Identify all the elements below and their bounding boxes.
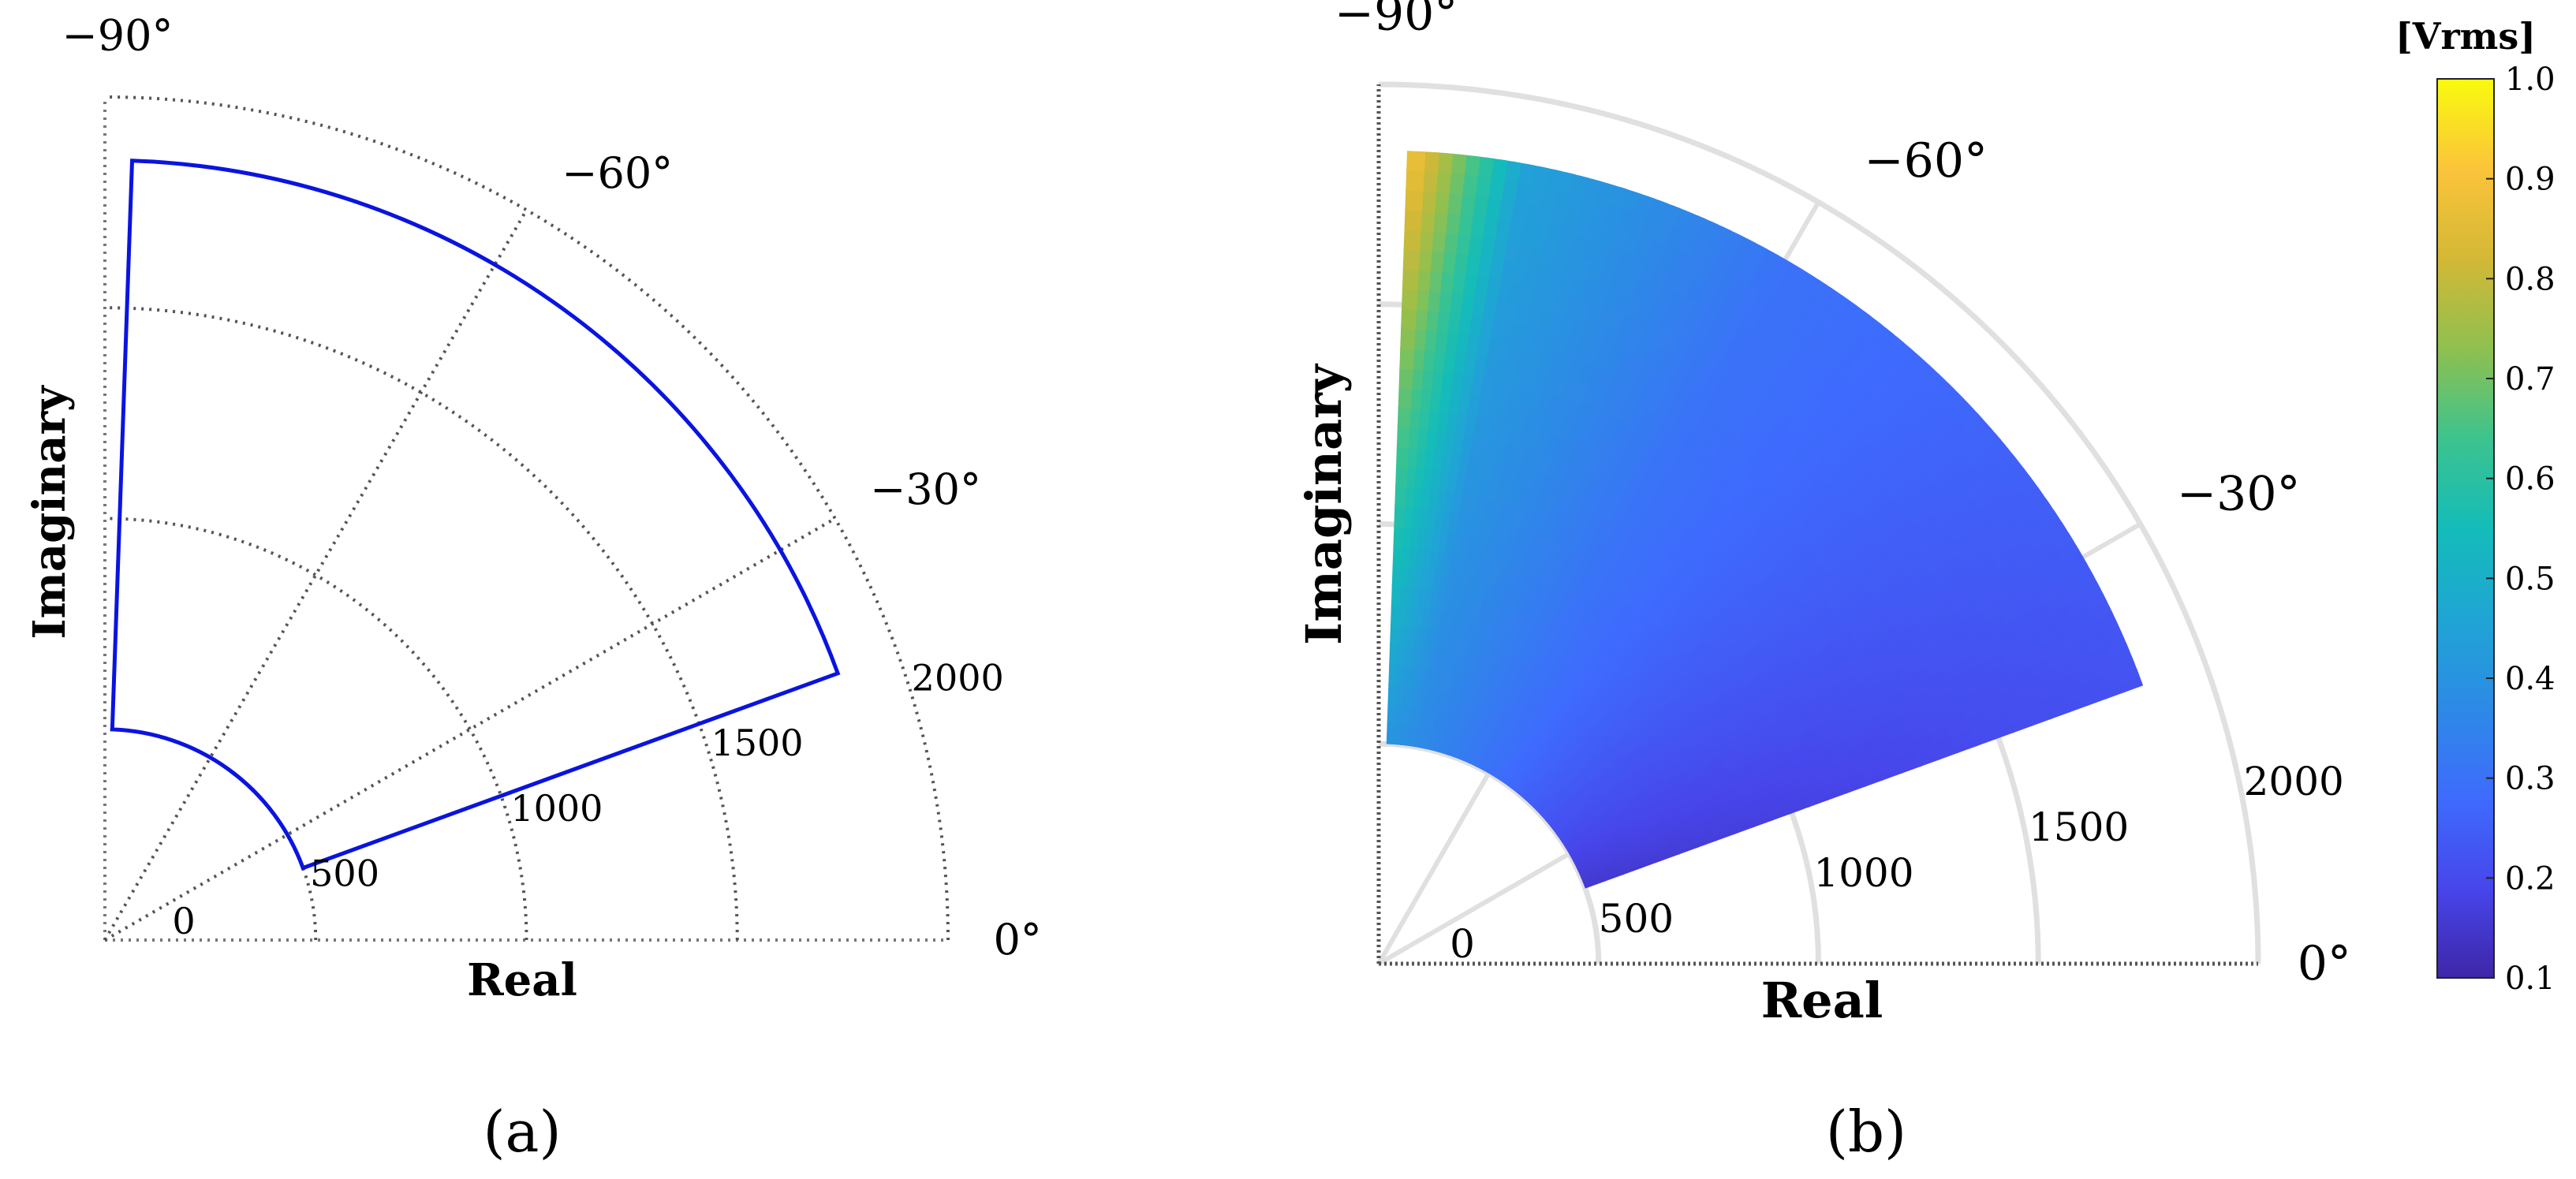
panel-a-radial-tick-label: 2000 (912, 657, 1004, 700)
panel-a-grid (103, 95, 950, 942)
panel-b-grid-circle (1378, 81, 2261, 964)
panel-a-grid-spoke (103, 517, 836, 942)
panel-a-angle-tick-label: −90° (62, 11, 174, 61)
colorbar-tick-label: 0.4 (2505, 661, 2555, 697)
panel-b-heat-cell (1393, 425, 1410, 449)
panel-b-label: (b) (1826, 1099, 1906, 1165)
panel-b-heat-cell (1402, 151, 1426, 172)
panel-b-chart: 0 500 1000 1500 2000 0° −30° −60° −90° Real Ima… (1295, 0, 2351, 1165)
panel-b-heat-cell (1399, 228, 1421, 252)
colorbar-tick-label: 0.9 (2505, 162, 2555, 198)
panel-a-radial-tick-label: 1000 (510, 787, 603, 830)
panel-b-radial-ticks: 0 500 1000 1500 2000 (1450, 759, 2344, 967)
panel-b-heat-cell (1400, 208, 1423, 232)
panel-b-heat-cell (1400, 188, 1424, 212)
panel-b-heat-cell (1386, 722, 1394, 745)
panel-b-heat-cell (1386, 702, 1394, 726)
panel-a-grid-circle (104, 306, 739, 941)
panel-a-label: (a) (483, 1099, 561, 1165)
panel-b-heat-cell (1391, 485, 1407, 508)
panel-b-radial-tick-label: 1500 (2029, 804, 2129, 850)
colorbar: 0.1 0.2 0.3 0.4 0.5 0.6 0.7 0.8 0.9 1.0 [Vrms] (2395, 15, 2555, 997)
panel-a-radial-tick-label: 0 (172, 900, 195, 942)
panel-b-radial-tick-label: 0 (1450, 921, 1475, 967)
panel-a-region-boundary (110, 159, 841, 871)
panel-a-ylabel: Imaginary (24, 385, 76, 640)
panel-a-angle-tick-label: −60° (562, 148, 673, 198)
panel-a-xlabel: Real (467, 954, 577, 1006)
colorbar-tick-label: 1.0 (2505, 62, 2555, 98)
colorbar-tick-label: 0.1 (2505, 961, 2555, 997)
panel-b-heat-cell (1389, 564, 1402, 587)
panel-a-grid-circle (104, 727, 318, 941)
panel-b-heat-cell (1398, 248, 1421, 271)
panel-b-heat-cell (1396, 326, 1416, 350)
panel-a-radial-ticks: 0 500 1000 1500 2000 (172, 657, 1003, 942)
panel-b-ylabel: Imaginary (1295, 363, 1353, 645)
panel-a-grid-spoke (103, 209, 528, 941)
panel-b-heat-cell (1398, 267, 1419, 291)
panel-a-radial-tick-label: 1500 (711, 722, 804, 764)
colorbar-tick-label: 0.8 (2505, 261, 2555, 297)
colorbar-unit: [Vrms] (2395, 15, 2536, 58)
panel-b-heat-cell (1395, 346, 1415, 370)
panel-b-heat-cell (1390, 544, 1403, 567)
panel-b-heat-cell (1394, 405, 1411, 429)
panel-b-heat-cell (1391, 524, 1405, 547)
panel-b-radial-tick-label: 500 (1599, 896, 1674, 942)
panel-b-radial-tick-label: 2000 (2244, 759, 2344, 804)
colorbar-tick-label: 0.2 (2505, 860, 2555, 897)
panel-a-region (110, 159, 841, 871)
panel-b-angle-tick-label: 0° (2298, 936, 2351, 991)
colorbar-bar (2436, 78, 2495, 979)
panel-b-heat-cell (1386, 662, 1397, 686)
colorbar-tick-label: 0.7 (2505, 361, 2555, 397)
colorbar-tick-label: 0.6 (2505, 461, 2555, 498)
panel-b-angle-tick-label: −90° (1335, 0, 1458, 41)
panel-b-heat-cell (1401, 168, 1425, 192)
colorbar-ticks: 0.1 0.2 0.3 0.4 0.5 0.6 0.7 0.8 0.9 1.0 (2486, 62, 2555, 997)
panel-b-heat-cell (1394, 386, 1413, 409)
panel-b-heat-cell (1388, 584, 1402, 607)
panel-b-heat-cell (1397, 307, 1417, 330)
panel-a-angle-tick-label: −30° (870, 465, 981, 514)
panel-b-heat-cell (1387, 643, 1398, 666)
panel-b-heat-cell (1388, 603, 1400, 627)
panel-b-angle-ticks: 0° −30° −60° −90° (1335, 0, 2351, 991)
panel-b-heat-cell (1393, 445, 1409, 468)
colorbar-tick-label: 0.5 (2505, 561, 2555, 597)
panel-b-angle-tick-label: −30° (2177, 467, 2301, 522)
panel-a-angle-tick-label: 0° (993, 915, 1041, 964)
panel-b-heatmap (1386, 151, 2144, 889)
panel-b-xlabel: Real (1761, 972, 1883, 1029)
panel-b-heat-cell (1395, 366, 1413, 390)
panel-a-grid-circle (104, 95, 950, 941)
panel-a-chart: 0 500 1000 1500 2000 0° −30° −60° −90° Real Ima… (24, 11, 1042, 1165)
panel-a-radial-tick-label: 500 (310, 852, 379, 894)
panel-b-radial-tick-label: 1000 (1813, 850, 1913, 896)
panel-b-heat-cell (1386, 682, 1395, 706)
panel-a-grid-circle (104, 517, 528, 941)
colorbar-tick-label: 0.3 (2505, 761, 2555, 797)
panel-a-angle-ticks: 0° −30° −60° −90° (62, 11, 1042, 964)
panel-b-heat-cell (1392, 465, 1408, 488)
panel-b-heat-cell (1387, 623, 1399, 647)
panel-b-angle-tick-label: −60° (1864, 133, 1988, 188)
